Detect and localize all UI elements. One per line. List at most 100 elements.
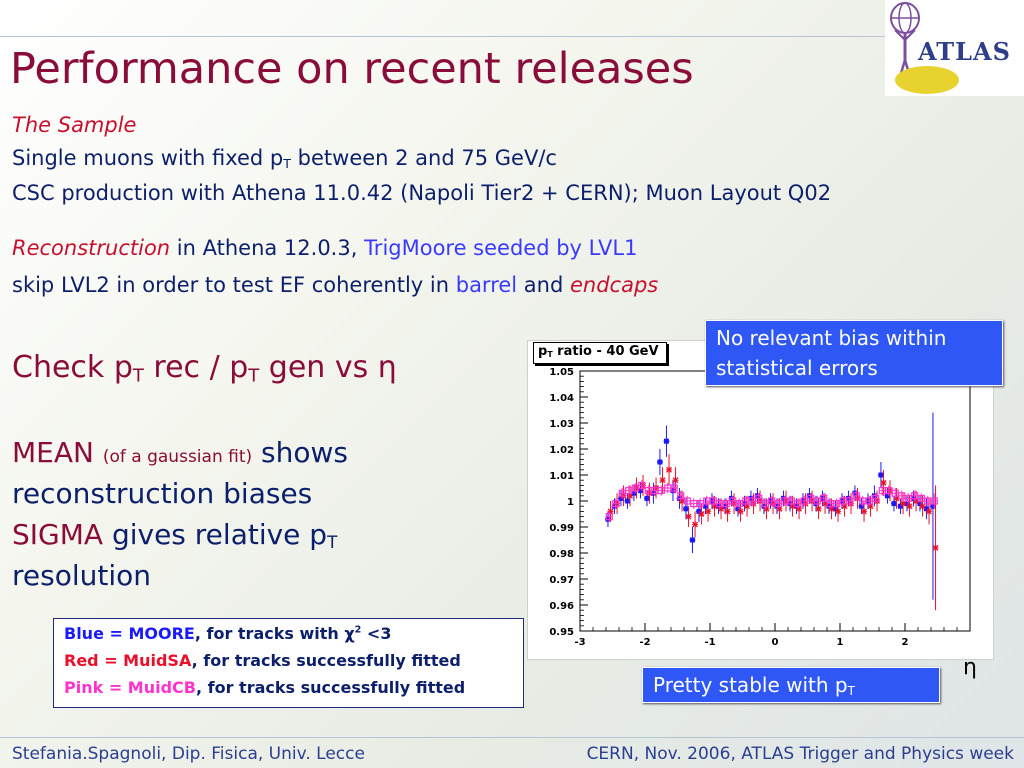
legend-moore: Blue = MOORE, for tracks with χ2 <3: [64, 624, 391, 643]
bias-callout-line-2: statistical errors: [716, 356, 878, 380]
footer-event: CERN, Nov. 2006, ATLAS Trigger and Physi…: [586, 744, 1014, 764]
mean-line: MEAN (of a gaussian fit) shows: [12, 436, 348, 469]
bias-callout: No relevant bias within statistical erro…: [705, 320, 1003, 386]
MuidSA-point: [861, 508, 868, 515]
MOORE-point: [884, 493, 890, 499]
MOORE-point: [683, 506, 689, 512]
legend-chi-symbol: χ: [344, 624, 355, 643]
legend-muidcb-post: , for tracks successfully fitted: [195, 678, 466, 697]
MuidSA-point: [926, 508, 933, 515]
skip-lvl2-line: skip LVL2 in order to test EF coherently…: [12, 273, 658, 297]
check-sub-2: T: [248, 365, 260, 387]
x-axis-eta-label: η: [963, 655, 977, 680]
stable-callout-pre: Pretty stable with p: [653, 673, 848, 697]
MOORE-point: [891, 501, 897, 507]
mean-label: MEAN: [12, 436, 94, 469]
MOORE-point: [657, 459, 663, 465]
check-post: gen vs: [259, 350, 378, 385]
MuidSA-point: [724, 508, 731, 515]
y-tick-label: 1.03: [549, 419, 574, 430]
y-tick-label: 1: [567, 497, 574, 508]
legend-moore-post-pre: , for tracks with: [194, 624, 345, 643]
MOORE-point: [624, 498, 630, 504]
chart-title-rest: ratio - 40 GeV: [552, 344, 659, 359]
x-tick-label: 2: [902, 637, 909, 648]
check-sub-1: T: [132, 365, 144, 387]
y-tick-label: 0.99: [549, 523, 574, 534]
MuidSA-point: [666, 466, 673, 473]
page-title: Performance on recent releases: [10, 44, 694, 94]
reconstruction-mid: in Athena 12.0.3,: [170, 236, 365, 260]
MOORE-point: [637, 488, 643, 494]
legend-muidcb-pre: Pink =: [64, 678, 128, 697]
legend-muidcb: Pink = MuidCB, for tracks successfully f…: [64, 678, 465, 697]
sample-line-1: Single muons with fixed pT between 2 and…: [12, 146, 557, 171]
reconstruction-label: Reconstruction: [12, 236, 171, 260]
MOORE-point: [930, 503, 936, 509]
plot-panel: 0.95 0.96 0.97 0.98 0.99 1 1.01 1.02 1.03 1.04 1.0…: [527, 340, 994, 660]
y-tick-label: 1.05: [549, 367, 574, 378]
sample-heading: The Sample: [12, 113, 137, 137]
MOORE-point: [618, 495, 624, 501]
sample-line-2: CSC production with Athena 11.0.42 (Napo…: [12, 181, 832, 205]
y-tick-label: 0.97: [549, 575, 574, 586]
legend-muidsa: Red = MuidSA, for tracks successfully fi…: [64, 651, 461, 670]
legend-moore-post: <3: [361, 624, 392, 643]
MuidSA-point: [737, 508, 744, 515]
stable-callout-sub: T: [847, 684, 855, 698]
y-tick-label: 1.01: [549, 471, 574, 482]
check-pre: Check p: [12, 350, 133, 385]
sample-line-1-sub: T: [283, 156, 291, 172]
check-mid: rec / p: [143, 350, 249, 385]
MOORE-point: [832, 506, 838, 512]
MOORE-point: [644, 495, 650, 501]
MuidCB-point: [612, 500, 620, 508]
y-tick-label: 0.96: [549, 601, 574, 612]
trigmoore-text: TrigMoore seeded by LVL1: [364, 236, 638, 260]
MuidSA-point: [906, 503, 913, 510]
MuidSA-point: [932, 544, 939, 551]
MOORE-point: [917, 501, 923, 507]
MOORE-point: [663, 438, 669, 444]
MOORE-point: [702, 503, 708, 509]
reconstruction-line: Reconstruction in Athena 12.0.3, TrigMoo…: [12, 236, 637, 260]
bias-callout-line-1: No relevant bias within: [716, 326, 947, 350]
MOORE-point: [858, 503, 864, 509]
y-tick-label: 0.98: [549, 549, 574, 560]
barrel-text: barrel: [455, 273, 518, 297]
MuidCB-point: [852, 492, 860, 500]
MuidCB-point: [846, 497, 854, 505]
MuidCB-point: [670, 484, 678, 492]
MuidSA-point: [698, 511, 705, 517]
resolution-line: resolution: [12, 559, 152, 592]
x-tick-label: -1: [704, 637, 715, 648]
pt-ratio-chart: 0.95 0.96 0.97 0.98 0.99 1 1.01 1.02 1.03 1.04 1.0…: [549, 367, 971, 648]
legend-box: Blue = MOORE, for tracks with χ2 <3 Red …: [53, 618, 524, 708]
chart-title-sub: T: [547, 349, 553, 359]
MuidSA-point: [815, 505, 822, 512]
MuidSA-point: [880, 479, 887, 486]
MOORE-point: [631, 490, 637, 496]
skip-and: and: [517, 273, 570, 297]
MuidSA-point: [659, 477, 666, 484]
legend-muidsa-post: , for tracks successfully fitted: [191, 651, 461, 670]
check-heading: Check pT rec / pT gen vs η: [12, 350, 397, 387]
skip-pre: skip LVL2 in order to test EF coherently…: [12, 273, 456, 297]
title-rule: [0, 36, 885, 37]
y-tick-label: 1.02: [549, 445, 574, 456]
MuidCB-point: [820, 494, 828, 502]
y-tick-label: 1.04: [549, 393, 574, 404]
legend-moore-pre: Blue =: [64, 624, 129, 643]
MuidCB-point: [872, 494, 880, 502]
MOORE-point: [923, 506, 929, 512]
x-tick-label: 0: [772, 637, 779, 648]
footer-author: Stefania.Spagnoli, Dip. Fisica, Univ. Le…: [12, 744, 365, 764]
MuidSA-point: [685, 513, 692, 520]
check-eta: η: [377, 350, 397, 385]
MOORE-point: [689, 537, 695, 543]
mean-small: (of a gaussian fit): [102, 447, 253, 467]
atlas-logo-text: ATLAS: [918, 37, 1011, 66]
MuidCB-point: [638, 481, 646, 489]
endcaps-text: endcaps: [569, 273, 659, 297]
legend-muidsa-name: MuidSA: [123, 651, 192, 670]
